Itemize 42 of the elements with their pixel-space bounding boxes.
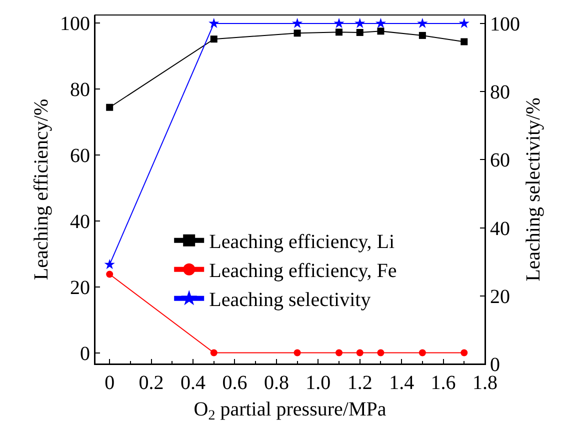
x-tick-label: 1.4 [389, 372, 414, 394]
point [210, 36, 218, 43]
point [356, 28, 364, 36]
y-tick-label: 40 [70, 210, 90, 233]
legend-label: Leaching efficiency, Li [209, 231, 395, 254]
point [106, 270, 114, 278]
y2-tick-label: 20 [490, 286, 510, 308]
point [377, 349, 384, 356]
y2-tick-label: 60 [490, 150, 510, 172]
point [460, 38, 468, 46]
x-tick-label: 0.6 [222, 372, 248, 394]
point [336, 349, 343, 356]
point [294, 30, 301, 37]
x-tick-label: 0.4 [180, 372, 206, 394]
point [356, 349, 364, 356]
legend-label: Leaching selectivity [209, 289, 371, 312]
point [377, 28, 384, 35]
x-tick-label: 1.2 [347, 372, 372, 394]
point [210, 349, 218, 356]
point [294, 349, 301, 356]
point [460, 349, 468, 356]
x-tick-label: 1.6 [430, 372, 456, 394]
point [106, 104, 114, 111]
x-tick-label: 0.8 [264, 372, 289, 394]
y-tick-label: 100 [60, 12, 90, 35]
y2-axis-title: Leaching selectivity/% [522, 98, 544, 282]
x-axis-title: O$_{2}$ partial pressure/MPa [194, 398, 386, 424]
x-tick-label: 1.0 [306, 372, 331, 394]
y2-tick-label: 100 [490, 14, 520, 36]
point [418, 349, 426, 356]
x-tick-label: 0 [104, 372, 115, 394]
point [418, 32, 426, 39]
legend-label: Leaching efficiency, Fe [209, 260, 397, 282]
y2-tick-label: 40 [490, 218, 510, 240]
y-tick-label: 20 [70, 276, 90, 299]
y2-tick-label: 80 [490, 82, 510, 104]
y-axis-title: Leaching efficiency/% [30, 98, 52, 280]
y-tick-label: 80 [70, 78, 90, 101]
y-tick-label: 60 [70, 144, 90, 167]
point [336, 28, 343, 36]
x-tick-label: 0.2 [138, 372, 164, 394]
y-tick-label: 0 [80, 342, 90, 365]
